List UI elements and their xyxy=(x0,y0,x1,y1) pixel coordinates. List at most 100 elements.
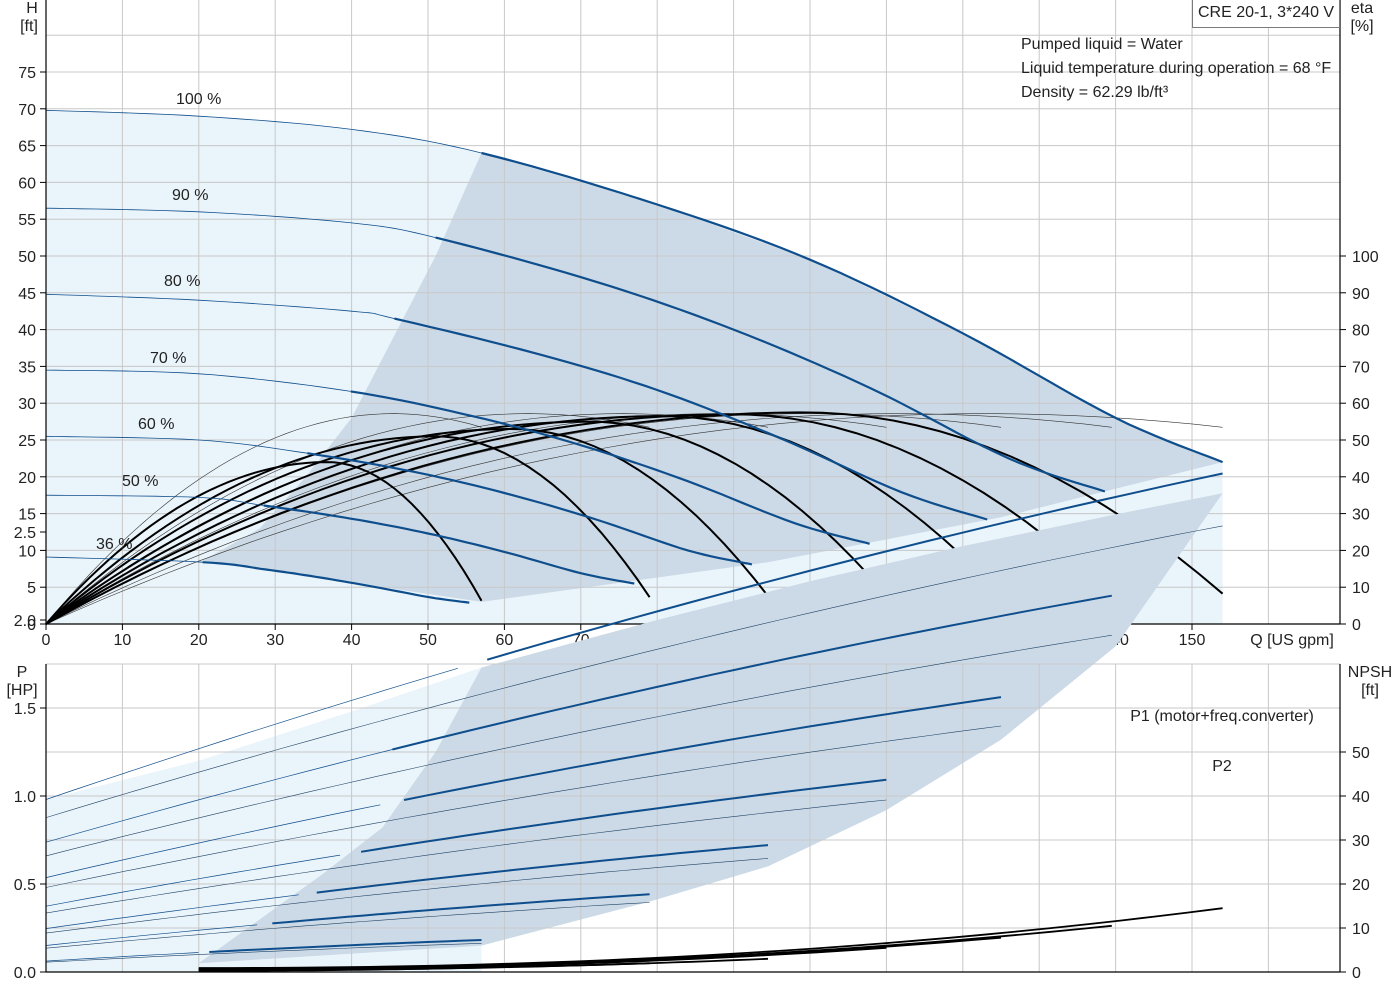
top-y-right-tick-label: 40 xyxy=(1352,470,1370,487)
p2-curve-6 xyxy=(45,943,482,963)
top-y-left-tick-label: 40 xyxy=(18,323,36,340)
eta-curve-3 xyxy=(45,420,888,625)
top-curves: 100 % 90 % 80 % 70 % 60 % 50 % 36 % xyxy=(45,91,1224,625)
top-y-right-tick-label: 80 xyxy=(1352,323,1370,340)
p1-curve-thin-6 xyxy=(45,952,199,962)
bottom-y-left-tick-label: 0.0 xyxy=(14,965,36,982)
speed-label-70: 70 % xyxy=(150,350,186,367)
p1-curve-thin-2 xyxy=(45,804,381,878)
bottom-curves: P1 (motor+freq.converter) P2 xyxy=(45,472,1314,972)
dark-band-area xyxy=(202,153,1223,602)
head-curve-thin-3 xyxy=(45,369,351,392)
head-curve-1 xyxy=(435,236,1106,493)
head-curve-5 xyxy=(263,504,635,585)
bottom-dark-band xyxy=(198,493,1223,964)
eta-curve-2 xyxy=(45,427,769,625)
top-x-tick-label: 20 xyxy=(190,632,208,649)
head-curve-2 xyxy=(394,317,988,521)
bottom-operating-band xyxy=(46,493,1223,972)
top-y-right-label-unit: [%] xyxy=(1350,18,1373,35)
top-y-right-tick-label: 30 xyxy=(1352,507,1370,524)
top-y-left-tick-label: 70 xyxy=(18,102,36,119)
p1-curve-4 xyxy=(316,844,769,894)
top-y-right-tick-label: 0 xyxy=(1352,617,1361,634)
head-curve-0 xyxy=(481,151,1224,464)
p1-curve-thin-5 xyxy=(45,924,258,946)
top-y-left-tick-label: 75 xyxy=(18,65,36,82)
p2-curve-1 xyxy=(45,634,1112,857)
p2-curve-5 xyxy=(45,902,650,949)
top-y-left-tick-label: 30 xyxy=(18,396,36,413)
density-line: Density = 62.29 lb/ft³ xyxy=(1021,84,1169,101)
p2-label: P2 xyxy=(1212,758,1232,775)
npsh-curve-6 xyxy=(198,907,1223,969)
head-curve-thin-6 xyxy=(45,556,203,563)
bottom-y-left-tick-label: 2.0 xyxy=(14,613,36,630)
bottom-y-left-tick-label: 0.5 xyxy=(14,877,36,894)
p1-curve-1 xyxy=(392,594,1112,751)
speed-label-90: 90 % xyxy=(172,187,208,204)
top-y-left-tick-label: 65 xyxy=(18,139,36,156)
head-curve-thin-4 xyxy=(45,435,308,454)
p2-curve-3 xyxy=(45,799,887,914)
top-y-right-label-symbol: eta xyxy=(1351,0,1373,17)
top-y-right-tick-label: 90 xyxy=(1352,286,1370,303)
bottom-y-left-tick-label: 1.5 xyxy=(14,701,36,718)
pumped-liquid-line: Pumped liquid = Water xyxy=(1021,36,1183,53)
bottom-y-left-label-symbol: P xyxy=(17,664,28,681)
bottom-y-right-tick-label: 0 xyxy=(1352,965,1361,982)
top-x-tick-label: 30 xyxy=(266,632,284,649)
liquid-temperature-line: Liquid temperature during operation = 68… xyxy=(1021,60,1332,77)
top-y-left-tick-label: 25 xyxy=(18,433,36,450)
top-x-tick-label: 60 xyxy=(496,632,514,649)
top-operating-band xyxy=(46,110,1223,625)
speed-label-60: 60 % xyxy=(138,416,174,433)
top-y-left-tick-label: 35 xyxy=(18,359,36,376)
top-y-right-tick-label: 50 xyxy=(1352,433,1370,450)
speed-label-100: 100 % xyxy=(176,91,221,108)
head-curve-thin-0 xyxy=(45,109,482,154)
top-x-tick-label: 150 xyxy=(1179,632,1206,649)
p2-curve-0 xyxy=(45,525,1223,818)
bottom-y-right-label-symbol: NPSH xyxy=(1348,664,1392,681)
top-x-tick-label: 40 xyxy=(343,632,361,649)
top-y-left-tick-label: 15 xyxy=(18,507,36,524)
top-x-axis-label: Q [US gpm] xyxy=(1250,632,1334,649)
bottom-y-right-tick-label: 20 xyxy=(1352,877,1370,894)
top-y-left-tick-label: 55 xyxy=(18,212,36,229)
p1-curve-thin-0 xyxy=(45,667,458,800)
top-y-right-tick-label: 100 xyxy=(1352,249,1379,266)
p1-label: P1 (motor+freq.converter) xyxy=(1130,708,1314,725)
eta-curve-1 xyxy=(45,435,651,625)
bottom-y-right-tick-label: 30 xyxy=(1352,833,1370,850)
p1-curve-5 xyxy=(272,893,650,925)
head-curve-thin-2 xyxy=(45,293,395,319)
p1-curve-0 xyxy=(486,472,1223,661)
p1-curve-thin-3 xyxy=(45,854,341,907)
top-y-right-tick-label: 20 xyxy=(1352,543,1370,560)
bottom-y-left-tick-label: 2.5 xyxy=(14,525,36,542)
eta-curve-6 xyxy=(45,411,1224,625)
eta-thin-curve-0 xyxy=(45,413,482,625)
head-curve-4 xyxy=(307,452,753,566)
bottom-y-right-label-unit: [ft] xyxy=(1361,682,1379,699)
head-curve-6 xyxy=(202,561,470,604)
top-y-left-tick-label: 10 xyxy=(18,543,36,560)
title-box xyxy=(1192,0,1340,28)
head-curve-3 xyxy=(350,390,870,545)
p2-curve-4 xyxy=(45,858,769,934)
eta-curve-5 xyxy=(45,413,1113,625)
top-y-left-label-symbol: H xyxy=(26,0,38,17)
top-y-left-tick-label: 50 xyxy=(18,249,36,266)
bottom-y-right-tick-label: 50 xyxy=(1352,745,1370,762)
p1-curve-thin-4 xyxy=(45,894,299,929)
top-y-left-tick-label: 45 xyxy=(18,286,36,303)
top-y-left-tick-label: 5 xyxy=(27,580,36,597)
top-y-right-tick-label: 10 xyxy=(1352,580,1370,597)
top-y-right-tick-label: 60 xyxy=(1352,396,1370,413)
p1-curve-3 xyxy=(360,778,887,853)
p1-curve-thin-1 xyxy=(45,749,393,843)
bottom-axes: 0.00.51.01.52.02.501020304050P[HP]NPSH[f… xyxy=(6,525,1392,982)
top-x-tick-label: 10 xyxy=(114,632,132,649)
